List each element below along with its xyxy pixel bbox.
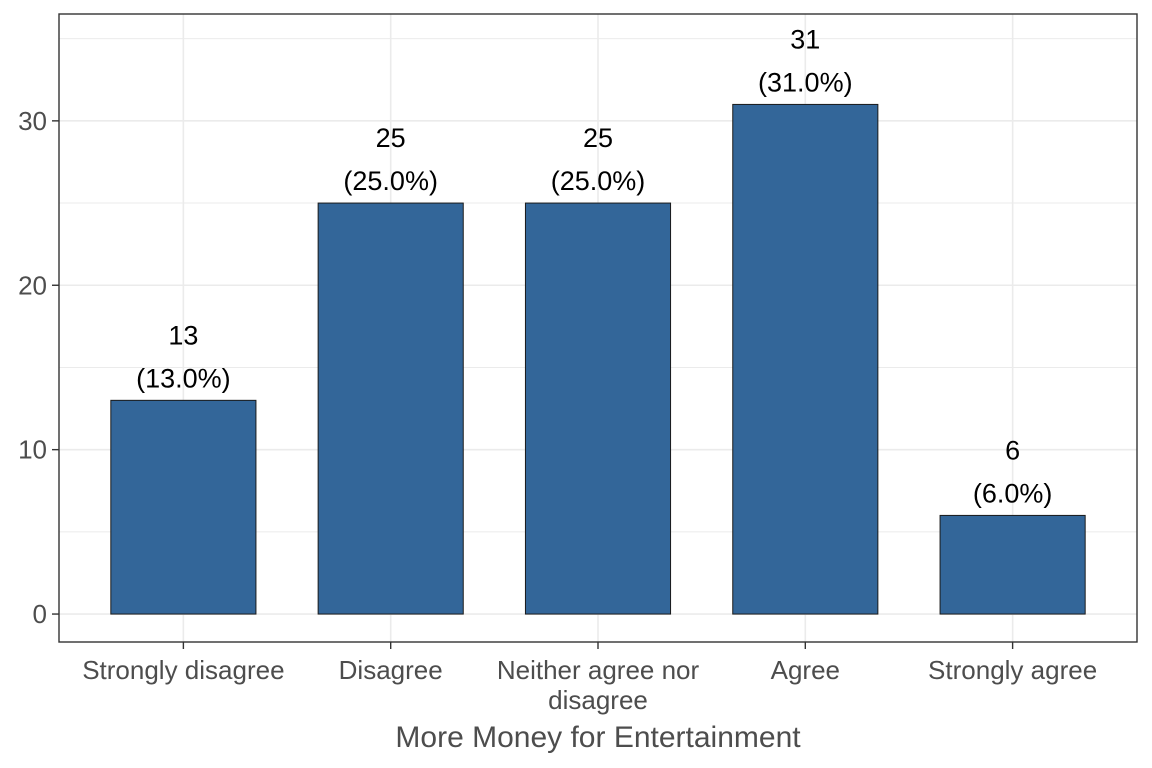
bar-count-label: 13 [168,320,198,350]
y-tick-label: 10 [18,435,47,465]
bar-percent-label: (31.0%) [758,67,853,97]
bar [110,399,257,615]
bar-percent-label: (6.0%) [973,478,1053,508]
x-axis: Strongly disagree Disagree Neither agree n… [82,642,1097,715]
x-tick-label-line: Disagree [339,655,443,685]
bar-labels: 13 (13.0%) 25 (25.0%) 25 (25.0%) 31 (31.0%) 6 (6.… [136,24,1052,508]
y-tick-label: 20 [18,270,47,300]
bar [524,202,672,615]
bar-count-label: 25 [583,123,613,153]
bar-percent-label: (25.0%) [343,166,438,196]
bars [110,103,1086,615]
x-tick-label-line: disagree [548,685,648,715]
bar [939,514,1086,615]
y-axis: 0 10 20 30 [18,106,59,629]
x-tick-label: Disagree [339,655,443,685]
x-tick-label: Strongly disagree [82,655,284,685]
bar-percent-label: (13.0%) [136,363,231,393]
x-tick-label-line: Agree [771,655,840,685]
x-tick-label-line: Strongly disagree [82,655,284,685]
bar [317,202,464,615]
x-tick-label: Strongly agree [928,655,1097,685]
x-axis-title: More Money for Entertainment [395,721,801,754]
x-tick-label-line: Strongly agree [928,655,1097,685]
x-tick-label: Agree [771,655,840,685]
y-tick-label: 0 [33,599,47,629]
bar-percent-label: (25.0%) [551,166,646,196]
bar-count-label: 6 [1005,435,1020,465]
bar-count-label: 31 [790,24,820,54]
bar [732,103,879,615]
x-tick-label: Neither agree nor disagree [497,655,700,715]
x-tick-label-line: Neither agree nor [497,655,700,685]
y-tick-label: 30 [18,106,47,136]
bar-count-label: 25 [376,123,406,153]
